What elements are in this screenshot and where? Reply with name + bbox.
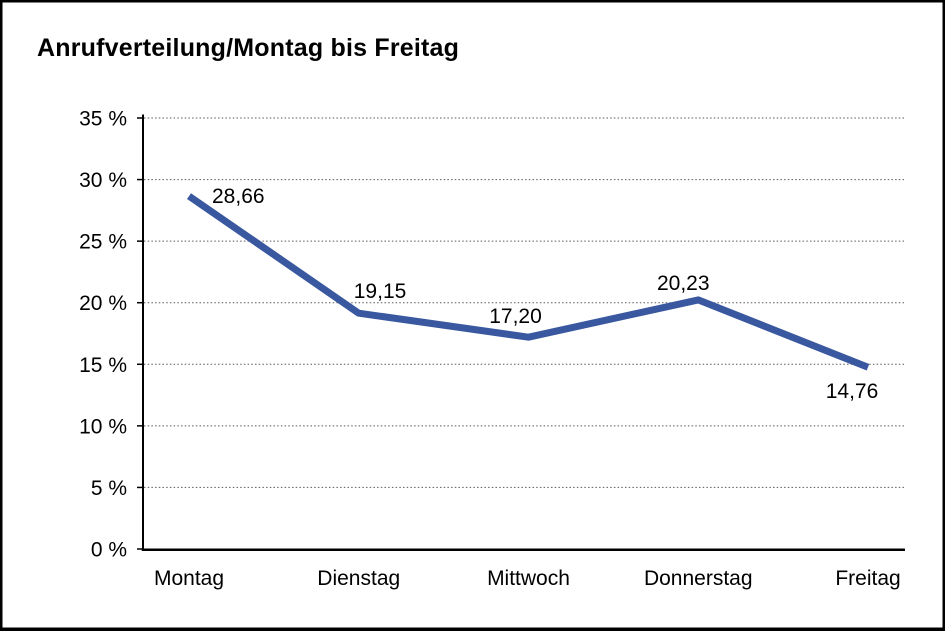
x-category-label: Freitag bbox=[835, 567, 900, 590]
y-tick-label: 35 % bbox=[79, 108, 127, 131]
y-axis-labels: 0 % 5 % 10 % 15 % 20 % 25 % 30 % 35 % bbox=[79, 108, 127, 562]
x-category-label: Dienstag bbox=[317, 567, 400, 590]
x-category-label: Mittwoch bbox=[487, 567, 570, 590]
y-tick-label: 10 % bbox=[79, 415, 127, 438]
x-category-labels: Montag Dienstag Mittwoch Donnerstag Freitag bbox=[154, 567, 901, 590]
gridlines bbox=[144, 117, 905, 488]
data-point-label: 17,20 bbox=[489, 305, 542, 328]
data-line bbox=[187, 193, 870, 371]
x-category-label: Donnerstag bbox=[644, 567, 753, 590]
y-tick-label: 5 % bbox=[91, 477, 127, 500]
chart-title: Anrufverteilung/Montag bis Freitag bbox=[37, 34, 459, 62]
y-tick-label: 15 % bbox=[79, 354, 127, 377]
y-tick-label: 20 % bbox=[79, 292, 127, 315]
data-point-labels: 28,66 19,15 17,20 20,23 14,76 bbox=[212, 185, 878, 403]
data-point-label: 28,66 bbox=[212, 185, 265, 208]
y-tick-label: 0 % bbox=[91, 539, 127, 562]
y-tick-label: 30 % bbox=[79, 169, 127, 192]
x-category-label: Montag bbox=[154, 567, 224, 590]
data-point-label: 19,15 bbox=[354, 280, 407, 303]
data-point-label: 14,76 bbox=[826, 380, 879, 403]
y-tick-label: 25 % bbox=[79, 231, 127, 254]
data-point-label: 20,23 bbox=[657, 272, 710, 295]
